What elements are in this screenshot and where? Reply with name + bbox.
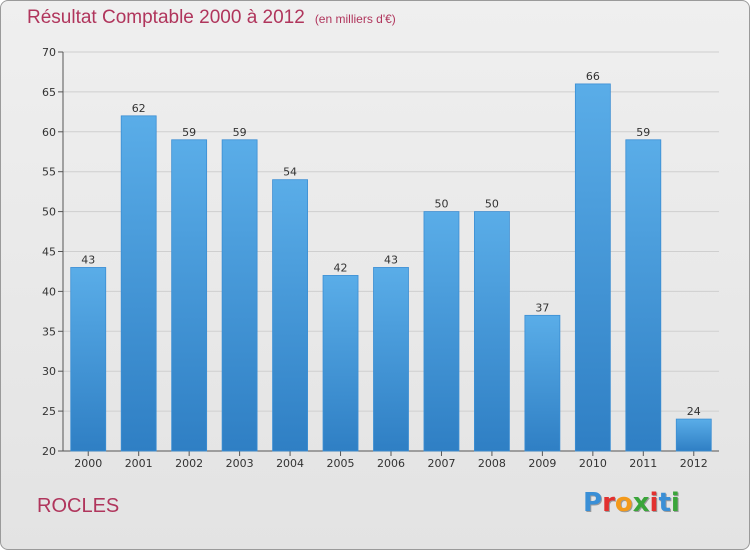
bar <box>272 179 308 452</box>
y-tick-label: 25 <box>42 405 56 418</box>
x-tick-label: 2003 <box>226 457 254 470</box>
data-label: 37 <box>535 301 549 314</box>
y-tick-label: 30 <box>42 365 56 378</box>
x-tick-label: 2007 <box>427 457 455 470</box>
chart-title-text: Résultat Comptable 2000 à 2012 <box>27 7 305 28</box>
commune-name: ROCLES <box>37 495 120 517</box>
data-labels: 43 62 59 59 54 42 43 50 50 37 66 59 24 <box>81 70 701 418</box>
bar <box>625 139 662 452</box>
chart-title: Résultat Comptable 2000 à 2012 (en millie… <box>27 7 396 29</box>
y-tick-label: 20 <box>42 445 56 458</box>
data-label: 50 <box>434 198 448 211</box>
data-label: 62 <box>132 102 146 115</box>
data-label: 50 <box>485 198 499 211</box>
y-tick-label: 70 <box>42 46 56 59</box>
logo-letter: r <box>602 488 615 518</box>
data-label: 59 <box>182 126 196 139</box>
y-tick-label: 60 <box>42 126 56 139</box>
bar <box>70 267 107 452</box>
bar <box>474 211 510 452</box>
logo-letter: i <box>670 488 680 518</box>
x-tick-label: 2002 <box>175 457 203 470</box>
data-label: 42 <box>334 261 348 274</box>
x-tick-label: 2008 <box>478 457 506 470</box>
y-tick-label: 40 <box>42 285 56 298</box>
data-label: 66 <box>586 70 600 83</box>
data-label: 43 <box>81 253 95 266</box>
data-label: 59 <box>636 126 650 139</box>
logo-letter: P <box>583 488 603 518</box>
bar <box>373 267 409 452</box>
bars <box>70 83 712 452</box>
bar <box>120 115 157 452</box>
data-label: 54 <box>283 166 297 179</box>
bar <box>524 314 561 452</box>
logo-letter: o <box>614 488 633 518</box>
bar <box>423 211 460 452</box>
data-label: 24 <box>687 405 701 418</box>
chart-unit: (en milliers d'€) <box>314 12 396 26</box>
x-tick-label: 2001 <box>125 457 153 470</box>
bar <box>675 418 712 452</box>
y-tick-label: 50 <box>42 206 56 219</box>
x-tick-label: 2009 <box>528 457 556 470</box>
bar <box>171 139 208 452</box>
y-tick-label: 65 <box>42 86 56 99</box>
logo-letter: i <box>649 488 659 518</box>
y-tick-label: 55 <box>42 166 56 179</box>
y-tick-label: 45 <box>42 246 56 259</box>
logo-letter: x <box>632 488 650 518</box>
x-tick-label: 2012 <box>680 457 708 470</box>
data-label: 43 <box>384 253 398 266</box>
x-tick-label: 2005 <box>327 457 355 470</box>
bar <box>322 275 359 452</box>
x-tick-label: 2011 <box>629 457 657 470</box>
bar <box>221 139 258 452</box>
x-tick-label: 2010 <box>579 457 607 470</box>
x-tick-label: 2000 <box>74 457 102 470</box>
proxiti-logo: Proxiti <box>583 488 680 518</box>
x-tick-label: 2004 <box>276 457 304 470</box>
data-label: 59 <box>233 126 247 139</box>
bar <box>574 83 611 452</box>
logo-letter: t <box>658 488 671 518</box>
y-tick-label: 35 <box>42 325 56 338</box>
x-tick-label: 2006 <box>377 457 405 470</box>
